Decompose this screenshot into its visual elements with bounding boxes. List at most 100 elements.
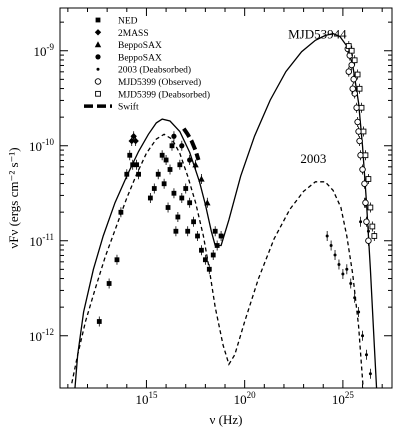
point-ned: [114, 257, 120, 263]
point-ned: [199, 247, 204, 253]
point-ned: [151, 186, 157, 191]
point-2003-deabs: [361, 334, 365, 338]
point-ned: [155, 171, 161, 177]
point-mjd-obs: [345, 68, 353, 75]
point-ned: [159, 152, 165, 158]
point-mjd-deabs: [356, 85, 363, 92]
point-2003-deabs: [349, 282, 353, 285]
legend-label: BeppoSAX: [118, 53, 162, 63]
point-mjd-deabs: [351, 57, 358, 64]
point-ned: [212, 228, 218, 234]
point-ned: [187, 200, 193, 206]
legend: NED 2MASS BeppoSAX BeppoSAX 2003 (Deabsorbed…: [84, 17, 210, 113]
series-mjd53944: [74, 32, 378, 388]
y-axis-title: νFν (ergs cm⁻² s⁻¹): [6, 147, 21, 248]
x-tick-label: 1025: [332, 390, 355, 407]
legend-swatch: [94, 29, 102, 36]
point-mjd-deabs: [365, 176, 372, 182]
point-ned: [185, 228, 191, 234]
plot-frame: [59, 7, 393, 389]
point-2003-deabs: [359, 220, 363, 224]
point-ned: [127, 152, 133, 158]
series-2003: [71, 133, 364, 388]
x-axis-title: ν (Hz): [210, 412, 243, 427]
point-ned: [195, 233, 200, 239]
x-tick-label: 1015: [135, 390, 158, 407]
point-mjd-obs: [362, 199, 369, 206]
legend-swatch: [94, 78, 102, 85]
point-2003-deabs: [368, 372, 372, 376]
legend-label: Swift: [118, 102, 139, 113]
ticks: [60, 8, 392, 388]
point-ned: [206, 266, 212, 272]
legend-label: 2003 (Deabsorbed): [118, 65, 191, 76]
point-mjd-obs: [356, 137, 363, 145]
y-tick-label: 10-9: [34, 42, 55, 59]
point-ned: [202, 257, 208, 263]
point-mjd-deabs: [345, 43, 352, 49]
legend-swatch: [94, 41, 102, 48]
x-tick-label: 1020: [234, 390, 257, 407]
point-ned: [183, 186, 189, 191]
y-tick-label: 10-11: [29, 232, 54, 249]
point-bepposax-tri: [192, 161, 199, 168]
point-ned: [191, 219, 196, 225]
point-mjd-deabs: [369, 223, 376, 230]
point-ned: [177, 162, 183, 168]
point-2003-deabs: [337, 263, 341, 266]
point-ned: [163, 157, 169, 163]
point-mjd-obs: [350, 75, 357, 83]
point-mjd-obs: [361, 180, 368, 187]
point-2003-deabs: [366, 229, 370, 233]
point-ned: [106, 281, 112, 286]
point-ned: [124, 171, 130, 177]
point-mjd-deabs: [354, 71, 361, 78]
point-2mass: [130, 133, 137, 140]
point-ned: [173, 228, 179, 234]
y-tick-label: 10-10: [29, 137, 54, 154]
y-tick-label: 10-12: [29, 327, 54, 344]
point-ned: [161, 181, 167, 187]
point-ned: [218, 233, 224, 239]
point-mjd-obs: [349, 85, 356, 92]
annotation-mjd53944: MJD53944: [288, 26, 347, 41]
point-mjd-obs: [357, 151, 364, 159]
point-mjd-deabs: [367, 204, 374, 211]
point-2003-deabs: [329, 244, 333, 247]
point-2003-deabs: [353, 296, 357, 300]
legend-swatch: [95, 90, 101, 97]
point-mjd-deabs: [362, 152, 369, 159]
legend-label: 2MASS: [118, 29, 149, 39]
point-2003-deabs: [333, 253, 337, 257]
point-ned: [210, 252, 216, 258]
point-2003-deabs: [341, 272, 345, 276]
model-curves: [71, 32, 378, 388]
annotation-2003: 2003: [300, 151, 326, 166]
point-ned: [167, 167, 173, 172]
point-mjd-obs: [354, 118, 361, 126]
legend-label: BeppoSAX: [118, 41, 162, 51]
point-2003-deabs: [364, 353, 368, 357]
point-ned: [147, 195, 153, 201]
point-ned: [96, 319, 102, 324]
point-ned: [130, 162, 136, 168]
point-ned: [118, 209, 124, 215]
tick-labels: 1015 1020 1025 10-12 10-11 10-10 10-9: [29, 42, 354, 407]
legend-label: NED: [118, 17, 138, 27]
point-2003-deabs: [345, 267, 349, 271]
point-mjd-deabs: [360, 128, 367, 135]
point-bepposax-tri: [198, 175, 205, 182]
point-mjd-obs: [353, 104, 360, 111]
legend-label: MJD5399 (Deabsorbed): [118, 89, 210, 100]
point-2003-deabs: [325, 234, 329, 238]
point-mjd-obs: [359, 166, 366, 173]
point-mjd-obs: [355, 128, 362, 135]
legend-label: MJD5399 (Observed): [118, 77, 201, 88]
point-ned: [134, 162, 140, 168]
series-swift: [182, 127, 201, 161]
point-bepposax-tri: [204, 199, 211, 206]
point-bepposax-circ: [179, 143, 185, 149]
point-ned: [136, 171, 141, 177]
point-mjd-obs: [363, 218, 370, 225]
